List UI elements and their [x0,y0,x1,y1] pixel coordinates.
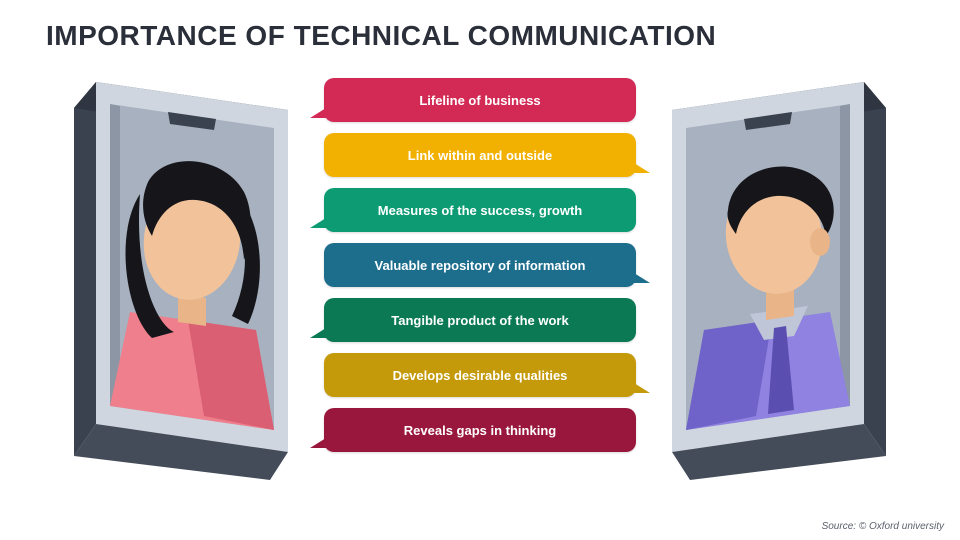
bubble-label: Valuable repository of information [375,258,586,273]
phone-left [56,64,306,484]
bubble-item: Develops desirable qualities [324,353,636,397]
phone-screen-shade [110,104,120,406]
bubble-item: Reveals gaps in thinking [324,408,636,452]
bubble-tail-icon [634,163,650,173]
source-attribution: Source: © Oxford university [822,521,944,532]
phone-screen-shade [840,104,850,406]
bubble-label: Link within and outside [408,148,552,163]
bubble-label: Develops desirable qualities [393,368,568,383]
bubble-list: Lifeline of business Link within and out… [324,78,636,452]
page-title: IMPORTANCE OF TECHNICAL COMMUNICATION [46,20,716,52]
bubble-item: Tangible product of the work [324,298,636,342]
phone-frame-side [864,82,886,456]
bubble-label: Measures of the success, growth [378,203,582,218]
phone-right [654,64,904,484]
bubble-tail-icon [310,218,326,228]
bubble-tail-icon [310,328,326,338]
avatar-right-ear [810,228,830,256]
bubble-item: Measures of the success, growth [324,188,636,232]
bubble-item: Link within and outside [324,133,636,177]
bubble-label: Reveals gaps in thinking [404,423,556,438]
bubble-item: Valuable repository of information [324,243,636,287]
bubble-label: Tangible product of the work [391,313,568,328]
phone-frame-side [74,82,96,456]
bubble-tail-icon [310,108,326,118]
infographic-stage: Lifeline of business Link within and out… [0,70,960,510]
bubble-label: Lifeline of business [419,93,540,108]
bubble-item: Lifeline of business [324,78,636,122]
bubble-tail-icon [310,438,326,448]
bubble-tail-icon [634,383,650,393]
bubble-tail-icon [634,273,650,283]
